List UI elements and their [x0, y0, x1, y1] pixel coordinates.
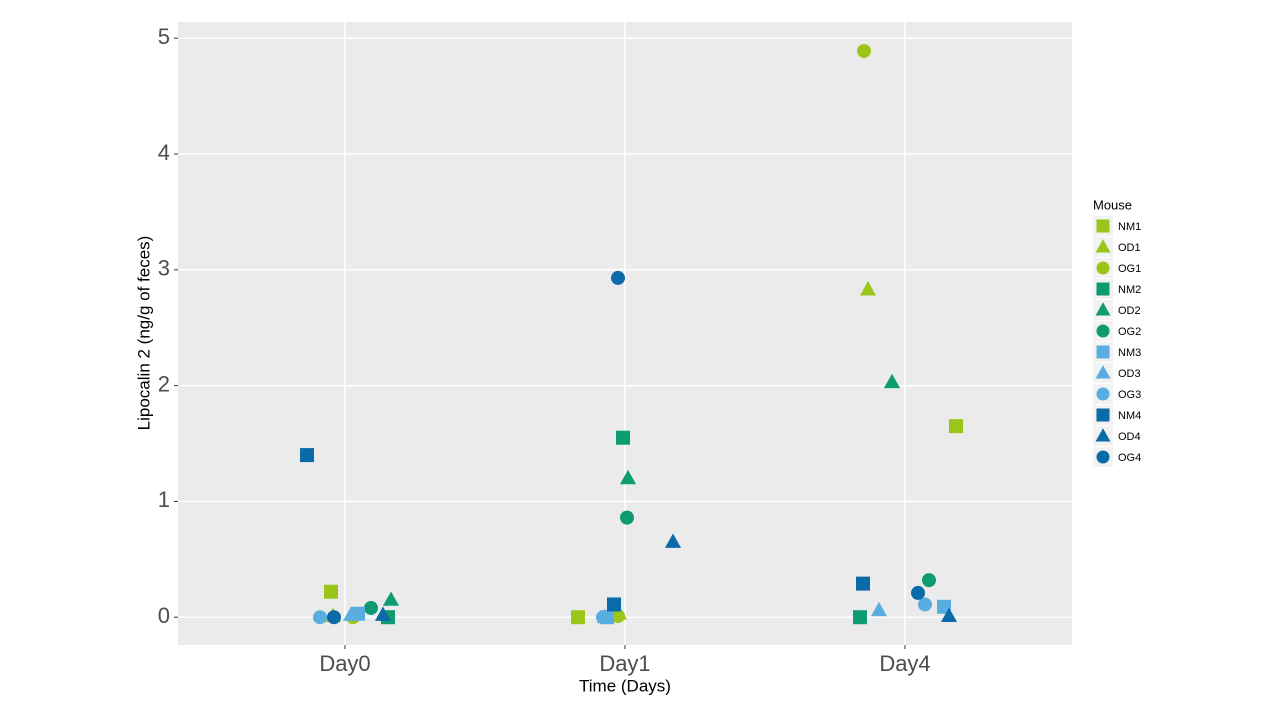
x-tick-label: Day1 [599, 651, 650, 676]
point [937, 599, 951, 614]
x-axis-title: Time (Days) [579, 676, 671, 695]
point [611, 270, 625, 285]
legend-symbol [1095, 302, 1111, 316]
x-tick-label: Day0 [319, 651, 370, 676]
point [911, 585, 925, 600]
point [857, 43, 871, 58]
point [883, 373, 901, 389]
point [619, 469, 637, 485]
legend-label: NM4 [1118, 410, 1141, 422]
point [664, 533, 682, 548]
point [918, 597, 932, 612]
legend-label: OD2 [1118, 305, 1141, 317]
legend-label: OG4 [1118, 452, 1141, 464]
point [382, 591, 400, 606]
x-tick-label: Day4 [879, 651, 930, 676]
y-tick-label: 0 [158, 603, 170, 628]
legend-label: NM2 [1118, 284, 1141, 296]
point [949, 419, 963, 434]
point [300, 448, 314, 463]
legend-symbol [1096, 324, 1110, 338]
legend-label: NM3 [1118, 347, 1141, 359]
legend-label: OG1 [1118, 263, 1141, 275]
point [620, 510, 634, 525]
point [616, 430, 630, 445]
point [364, 600, 378, 615]
legend-symbol [1096, 387, 1110, 401]
legend-label: OG3 [1118, 389, 1141, 401]
legend-label: OD1 [1118, 242, 1141, 254]
point [856, 576, 870, 591]
y-tick-label: 2 [158, 371, 170, 396]
legend-symbol [1095, 365, 1111, 379]
y-tick-label: 3 [158, 256, 170, 281]
y-tick-label: 1 [158, 487, 170, 512]
y-tick-label: 5 [158, 24, 170, 49]
point [596, 610, 610, 625]
legend-symbol [1095, 428, 1111, 442]
point [374, 606, 392, 621]
legend-label: OG2 [1118, 326, 1141, 338]
legend-symbol [1096, 408, 1110, 422]
legend-symbol [1096, 345, 1110, 359]
point [327, 610, 341, 625]
point [313, 610, 327, 625]
y-axis-title: Lipocalin 2 (ng/g of feces) [134, 236, 153, 431]
legend-title: Mouse [1093, 197, 1132, 212]
legend-label: NM1 [1118, 221, 1141, 233]
y-tick-label: 4 [158, 140, 170, 165]
point [611, 609, 625, 624]
point [342, 606, 360, 621]
legend-symbol [1095, 239, 1111, 253]
point [870, 601, 888, 617]
legend-label: OD4 [1118, 431, 1141, 443]
point [940, 607, 958, 623]
legend-symbol [1096, 261, 1110, 275]
legend-label: OD3 [1118, 368, 1141, 380]
point [922, 573, 936, 588]
point [571, 610, 585, 625]
point [324, 584, 338, 599]
point [607, 597, 621, 612]
point [853, 610, 867, 625]
legend-symbol [1096, 219, 1110, 233]
legend-symbol [1096, 450, 1110, 464]
point [859, 281, 877, 296]
legend-symbol [1096, 282, 1110, 296]
